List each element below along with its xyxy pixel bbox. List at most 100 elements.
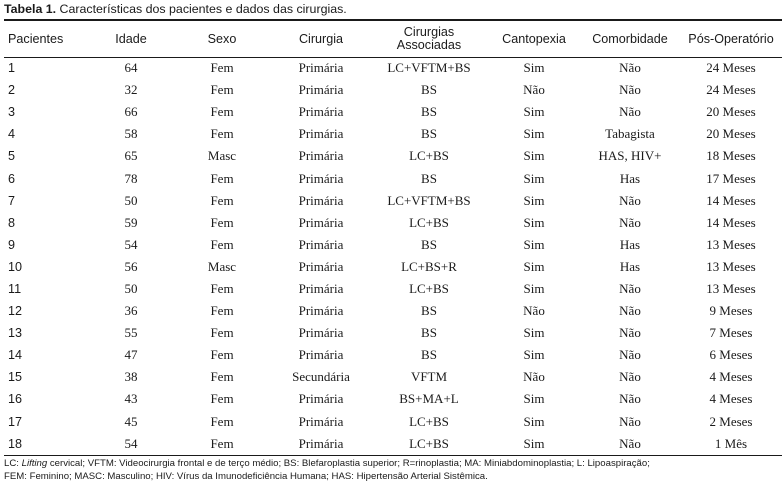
table-cell: BS — [421, 325, 437, 341]
table-cell: 1 — [8, 61, 16, 76]
table-cell: BS — [421, 104, 437, 120]
table-row: 11 50 Fem Primária LC+BS Sim Não 13 Meses — [4, 278, 782, 300]
table-cell: 9 — [8, 237, 16, 252]
table-cell: Primária — [298, 192, 344, 208]
table-cell: 54 — [124, 435, 138, 451]
table-row: 13 55 Fem Primária BS Sim Não 7 Meses — [4, 322, 782, 344]
table-cell: 18 — [8, 436, 23, 451]
table-cell: 54 — [124, 236, 138, 252]
table-cell: Primária — [298, 60, 344, 76]
table-cell: 6 — [8, 171, 16, 186]
table-cell: Sim — [523, 391, 545, 407]
table-cell: Fem — [210, 236, 234, 252]
table-footnote: LC: Lifting cervical; VFTM: Videocirurgi… — [4, 457, 782, 483]
footnote-line-2: FEM: Feminino; MASC: Masculino; HIV: Vír… — [4, 471, 488, 482]
table-cell: 14 Meses — [706, 214, 756, 230]
table-cell: Primária — [298, 170, 344, 186]
header-rule — [4, 57, 782, 58]
table-cell: Fem — [210, 104, 234, 120]
table-cell: Has — [619, 236, 641, 252]
table-cell: Primária — [298, 258, 344, 274]
table-cell: Não — [619, 214, 641, 230]
table-cell: Fem — [210, 303, 234, 319]
table-cell: LC+BS — [409, 280, 449, 296]
footnote-text: cervical; VFTM: Videocirurgia frontal e … — [47, 458, 650, 469]
table-cell: Não — [619, 104, 641, 120]
table-cell: Fem — [210, 413, 234, 429]
table-cell: Sim — [523, 148, 545, 164]
top-rule — [4, 19, 782, 21]
table-cell: 3 — [8, 105, 16, 120]
header-cell: Pacientes — [8, 31, 64, 46]
caption-text: Características dos pacientes e dados da… — [56, 2, 347, 16]
table-cell: 59 — [124, 214, 138, 230]
table-row: 8 59 Fem Primária LC+BS Sim Não 14 Meses — [4, 212, 782, 234]
table-cell: 15 — [8, 370, 23, 385]
table-cell: Primária — [298, 126, 344, 142]
table-cell: 24 Meses — [706, 82, 756, 98]
table-cell: Não — [523, 369, 545, 385]
table-cell: 14 Meses — [706, 192, 756, 208]
table-cell: Sim — [523, 236, 545, 252]
table-cell: 43 — [124, 391, 138, 407]
table-cell: Não — [619, 413, 641, 429]
header-cell: Comorbidade — [592, 31, 668, 46]
table-cell: Sim — [523, 325, 545, 341]
table-cell: Primária — [298, 303, 344, 319]
table-cell: Primária — [298, 325, 344, 341]
table-cell: BS+MA+L — [399, 391, 459, 407]
header-cell: Pós-Operatório — [688, 31, 774, 46]
table-row: 9 54 Fem Primária BS Sim Has 13 Meses — [4, 234, 782, 256]
table-cell: Primária — [298, 280, 344, 296]
table-cell: 5 — [8, 149, 16, 164]
bottom-rule — [4, 455, 782, 456]
table-cell: Primária — [298, 82, 344, 98]
table-cell: Sim — [523, 258, 545, 274]
table-cell: Sim — [523, 435, 545, 451]
header-cell: Cirurgia — [298, 31, 344, 46]
table-cell: 38 — [124, 369, 138, 385]
caption-label: Tabela 1. — [4, 2, 57, 16]
table-row: 4 58 Fem Primária BS Sim Tabagista 20 Meses — [4, 123, 782, 145]
table-cell: BS — [421, 236, 437, 252]
table-cell: Fem — [210, 325, 234, 341]
table-cell: Fem — [210, 126, 234, 142]
table-cell: Fem — [210, 192, 234, 208]
table-body: 1 64 Fem Primária LC+VFTM+BS Sim Não 24 Meses 2 3… — [4, 57, 782, 455]
table-cell: Primária — [298, 236, 344, 252]
table-cell: Sim — [523, 280, 545, 296]
table-cell: 4 Meses — [709, 369, 753, 385]
table-cell: 11 — [8, 281, 22, 296]
table-cell: LC+BS — [409, 413, 449, 429]
table-cell: 20 Meses — [706, 104, 756, 120]
table-cell: 9 Meses — [709, 303, 753, 319]
table-row: 18 54 Fem Primária LC+BS Sim Não 1 Mês — [4, 433, 782, 455]
table-cell: Fem — [210, 280, 234, 296]
table-cell: 24 Meses — [706, 60, 756, 76]
table-cell: Sim — [523, 104, 545, 120]
table-cell: Fem — [210, 170, 234, 186]
header-cell: Cantopexia — [502, 31, 566, 46]
table-cell: Sim — [523, 126, 545, 142]
header-cell: Idade — [115, 31, 147, 46]
table-cell: Primária — [298, 214, 344, 230]
table-cell: Não — [619, 192, 641, 208]
table-cell: Fem — [210, 347, 234, 363]
table-cell: Primária — [298, 391, 344, 407]
table-cell: Sim — [523, 347, 545, 363]
footnote-line-1: LC: Lifting cervical; VFTM: Videocirurgi… — [4, 457, 782, 470]
table-cell: BS — [421, 170, 437, 186]
table-cell: Fem — [210, 369, 234, 385]
table-row: 7 50 Fem Primária LC+VFTM+BS Sim Não 14 Meses — [4, 190, 782, 212]
table-cell: 4 — [8, 127, 16, 142]
table-cell: Não — [619, 60, 641, 76]
table-cell: Sim — [523, 214, 545, 230]
table-cell: Sim — [523, 170, 545, 186]
table-cell: 7 — [8, 193, 16, 208]
table-row: 3 66 Fem Primária BS Sim Não 20 Meses — [4, 101, 782, 123]
table-cell: Não — [523, 82, 545, 98]
table-cell: BS — [421, 347, 437, 363]
header-cell: Sexo — [207, 31, 237, 46]
table-cell: 64 — [124, 60, 138, 76]
table-cell: Fem — [210, 82, 234, 98]
